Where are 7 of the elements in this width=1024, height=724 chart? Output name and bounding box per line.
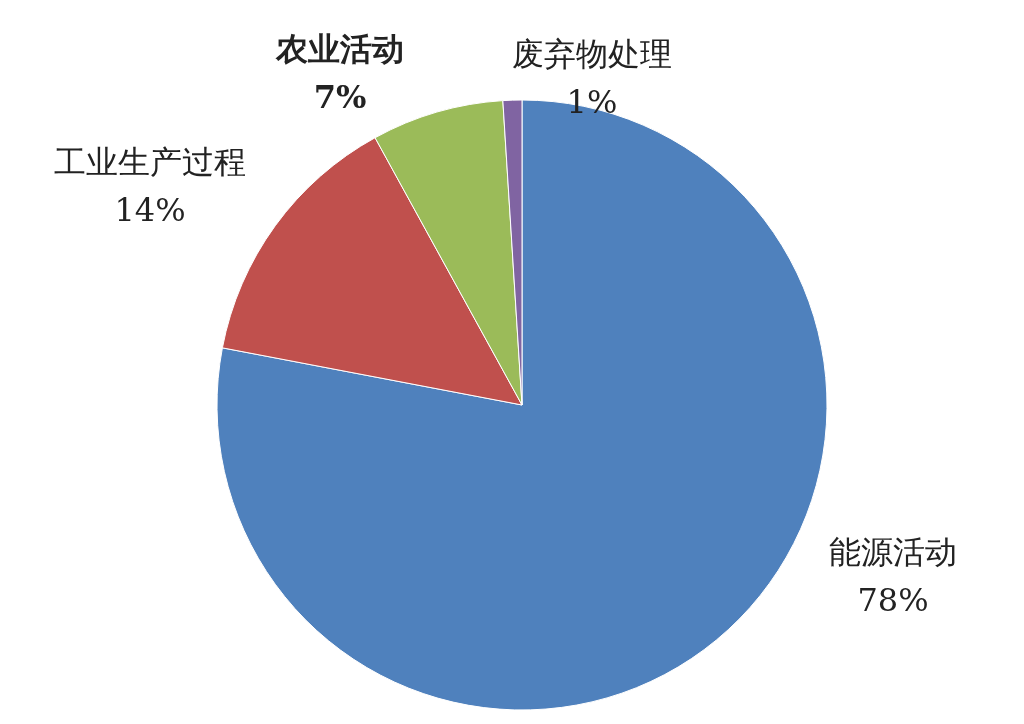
- slice-label: 工业生产过程: [54, 143, 246, 181]
- data-label: 78%: [857, 581, 929, 619]
- data-label: 7%: [313, 78, 367, 116]
- slice-label: 废弃物处理: [512, 35, 672, 73]
- slice-label: 农业活动: [275, 30, 404, 68]
- data-label: 14%: [114, 191, 186, 229]
- slice-label: 能源活动: [829, 533, 957, 571]
